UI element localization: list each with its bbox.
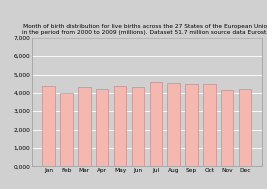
Bar xyxy=(167,83,180,166)
Bar xyxy=(185,84,198,166)
Bar xyxy=(42,86,55,166)
Bar xyxy=(132,87,144,166)
Bar xyxy=(114,86,126,166)
Bar xyxy=(221,90,233,166)
Bar xyxy=(203,84,215,166)
Bar xyxy=(239,89,251,166)
Bar xyxy=(60,93,73,166)
Bar xyxy=(96,89,108,166)
Bar xyxy=(150,82,162,166)
Title: Month of birth distribution for live births across the 27 States of the European: Month of birth distribution for live bir… xyxy=(22,24,267,35)
Bar xyxy=(78,87,91,166)
